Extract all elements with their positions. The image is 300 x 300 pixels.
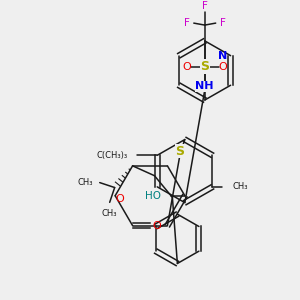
Text: O: O: [182, 61, 191, 71]
Text: O: O: [218, 61, 227, 71]
Text: N: N: [218, 51, 228, 61]
Text: HO: HO: [145, 191, 161, 201]
Text: F: F: [202, 1, 208, 11]
Text: F: F: [184, 18, 190, 28]
Text: S: S: [200, 60, 209, 73]
Text: CH₃: CH₃: [77, 178, 93, 187]
Text: O: O: [116, 194, 124, 204]
Text: NH: NH: [196, 81, 214, 91]
Text: O: O: [152, 220, 161, 231]
Text: C(CH₃)₃: C(CH₃)₃: [96, 151, 128, 160]
Text: F: F: [220, 18, 226, 28]
Text: CH₃: CH₃: [232, 182, 248, 191]
Text: CH₃: CH₃: [102, 209, 117, 218]
Text: S: S: [176, 145, 184, 158]
